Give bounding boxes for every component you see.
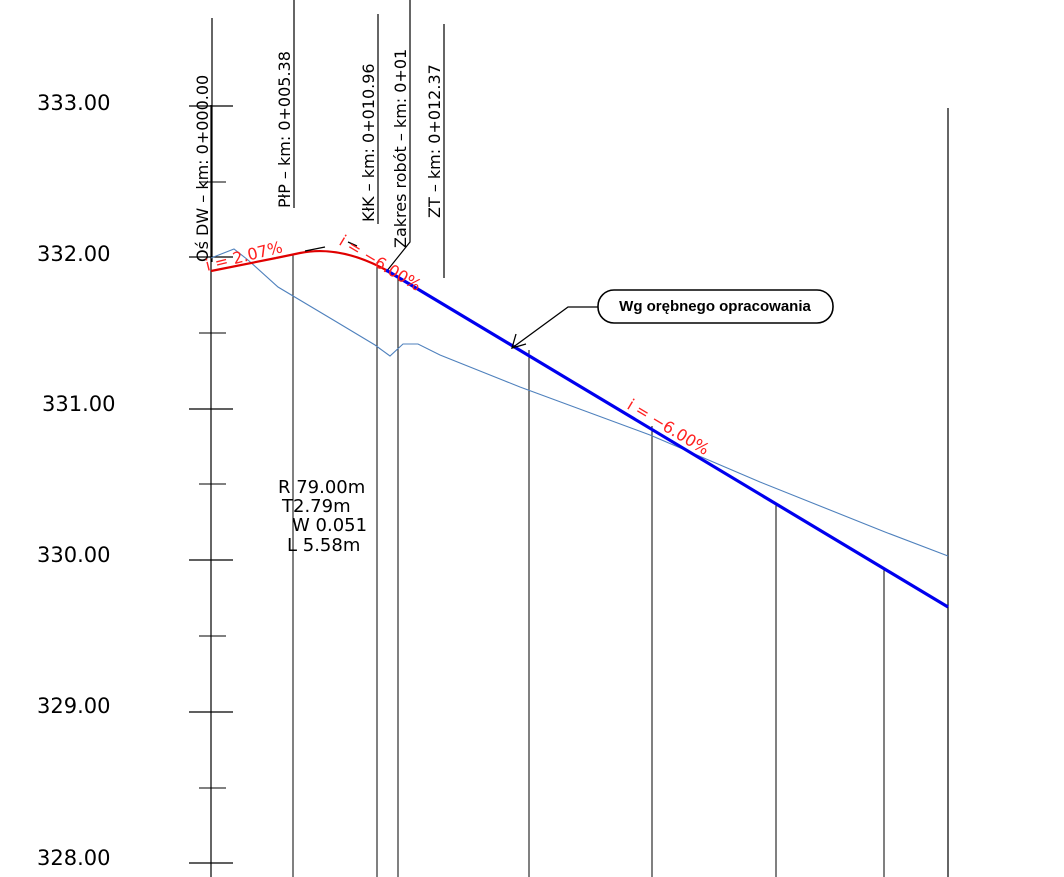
vertical-curve <box>275 250 387 271</box>
callout: Wg orębnego opracowania <box>511 289 834 349</box>
grade-label-third: i = −6.00% <box>624 395 713 459</box>
callout-text: Wg orębnego opracowania <box>619 298 811 315</box>
callout-arrowhead <box>511 333 527 349</box>
elevation-label-328: 328.00 <box>37 846 110 870</box>
tangent-extension-2 <box>347 241 358 247</box>
existing-ground-line <box>210 248 949 557</box>
design-grade-line <box>210 241 387 273</box>
station-label-os-dw: Oś DW – km: 0+000.00 <box>193 75 212 262</box>
callout-box <box>597 289 834 324</box>
station-label-zt: ZT – km: 0+012.37 <box>425 64 444 218</box>
curve-tangent: T2.79m <box>281 496 351 517</box>
design-line-tangent-start <box>210 256 277 273</box>
callout-leader <box>511 306 598 349</box>
station-leaders <box>211 0 445 278</box>
elevation-axis: 333.00 332.00 331.00 330.00 329.00 328.0… <box>37 91 233 877</box>
station-lines <box>292 108 949 877</box>
elevation-label-333: 333.00 <box>37 91 110 115</box>
station-label-pp: PłP – km: 0+005.38 <box>275 51 294 208</box>
leader-zakres <box>385 0 411 273</box>
elevation-label-329: 329.00 <box>37 694 110 718</box>
curve-parameters: R 79.00m T2.79m W 0.051 L 5.58m <box>278 477 367 556</box>
elevation-label-330: 330.00 <box>37 543 110 567</box>
tangent-extension <box>304 246 326 252</box>
elevation-label-331: 331.00 <box>42 392 115 416</box>
curve-external: W 0.051 <box>292 515 367 536</box>
station-label-zakres: Zakres robót – km: 0+01 <box>391 49 410 248</box>
curve-radius: R 79.00m <box>278 477 365 498</box>
grade-label-second: i = −6.00% <box>336 231 425 295</box>
grade-labels: i = 2.07% i = −6.00% i = −6.00% <box>203 231 712 459</box>
station-labels: Oś DW – km: 0+000.00 PłP – km: 0+005.38 … <box>193 49 444 262</box>
grade-label-first: i = 2.07% <box>203 237 284 275</box>
station-label-kk: KłK – km: 0+010.96 <box>359 63 378 222</box>
curve-length: L 5.58m <box>287 535 360 556</box>
external-design-line <box>385 268 949 609</box>
elevation-label-332: 332.00 <box>37 242 110 266</box>
